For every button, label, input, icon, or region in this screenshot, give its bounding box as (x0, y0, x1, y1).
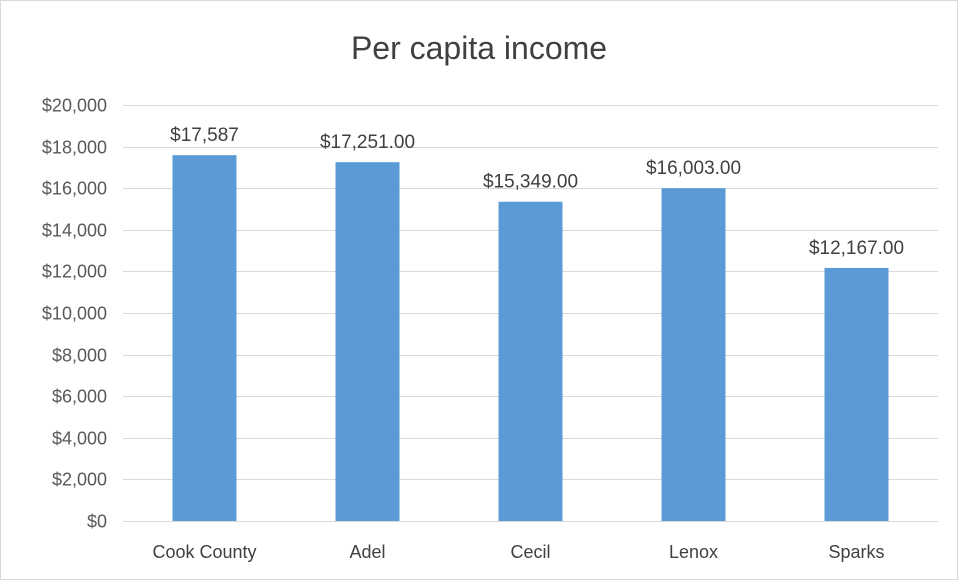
category-label: Sparks (828, 542, 884, 562)
bar (824, 267, 889, 521)
y-tick-label: $8,000 (52, 346, 107, 366)
category-label: Cook County (152, 542, 256, 562)
bar (335, 162, 400, 521)
y-tick-label: $18,000 (42, 138, 107, 158)
y-tick-label: $10,000 (42, 304, 107, 324)
data-label: $16,003.00 (646, 158, 741, 179)
category-label: Cecil (510, 542, 550, 562)
chart-title: Per capita income (350, 30, 608, 66)
y-tick-label: $4,000 (52, 429, 107, 449)
bar (172, 155, 237, 521)
y-tick-label: $2,000 (52, 470, 107, 490)
category-label: Adel (349, 542, 385, 562)
y-tick-label: $14,000 (42, 221, 107, 241)
bars (172, 155, 889, 522)
bar (498, 201, 563, 522)
category-label: Lenox (669, 542, 718, 562)
y-tick-label: $16,000 (42, 179, 107, 199)
data-label: $15,349.00 (483, 172, 578, 193)
data-label: $17,587 (170, 125, 239, 146)
y-tick-label: $0 (87, 512, 107, 532)
y-tick-label: $20,000 (42, 96, 107, 116)
y-tick-label: $12,000 (42, 262, 107, 282)
y-tick-label: $6,000 (52, 387, 107, 407)
data-label: $17,251.00 (320, 132, 415, 153)
data-labels: $17,587 $17,251.00 $15,349.00 $16,003.00 $12… (170, 125, 904, 259)
x-axis-labels: Cook County Adel Cecil Lenox Sparks (152, 542, 884, 562)
data-label: $12,167.00 (809, 238, 904, 259)
y-axis-labels: $0 $2,000 $4,000 $6,000 $8,000 $10,000 $12,000… (42, 96, 107, 532)
bar (661, 188, 726, 521)
